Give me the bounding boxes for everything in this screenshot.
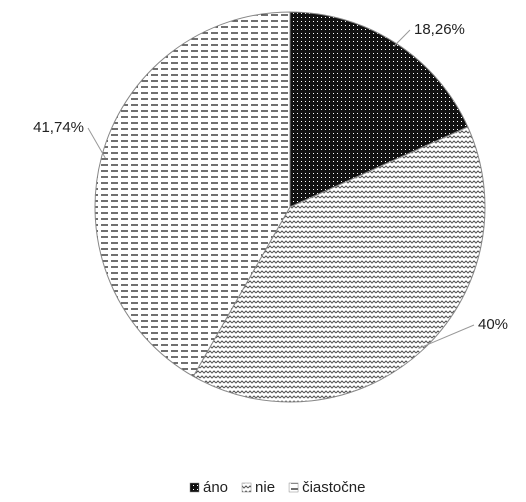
legend-label: áno [203,479,228,496]
legend-swatch [241,482,252,493]
leader-line [418,324,475,349]
legend-swatch [288,482,299,493]
legend-label: čiastočne [302,479,365,496]
data-label: 18,26% [414,21,465,38]
legend: áno nie čiastočne [189,479,365,496]
legend-swatch [189,482,200,493]
leader-line [87,127,106,159]
pie-slice [94,11,291,378]
legend-label: nie [255,479,275,496]
data-label: 41,74% [33,119,84,136]
pie-slice [289,11,469,208]
pie [94,11,486,403]
pie-slice [192,126,486,403]
leader-line [393,29,411,47]
data-labels: 18,26% 40% 41,74% [33,21,508,349]
data-label: 40% [478,316,508,333]
